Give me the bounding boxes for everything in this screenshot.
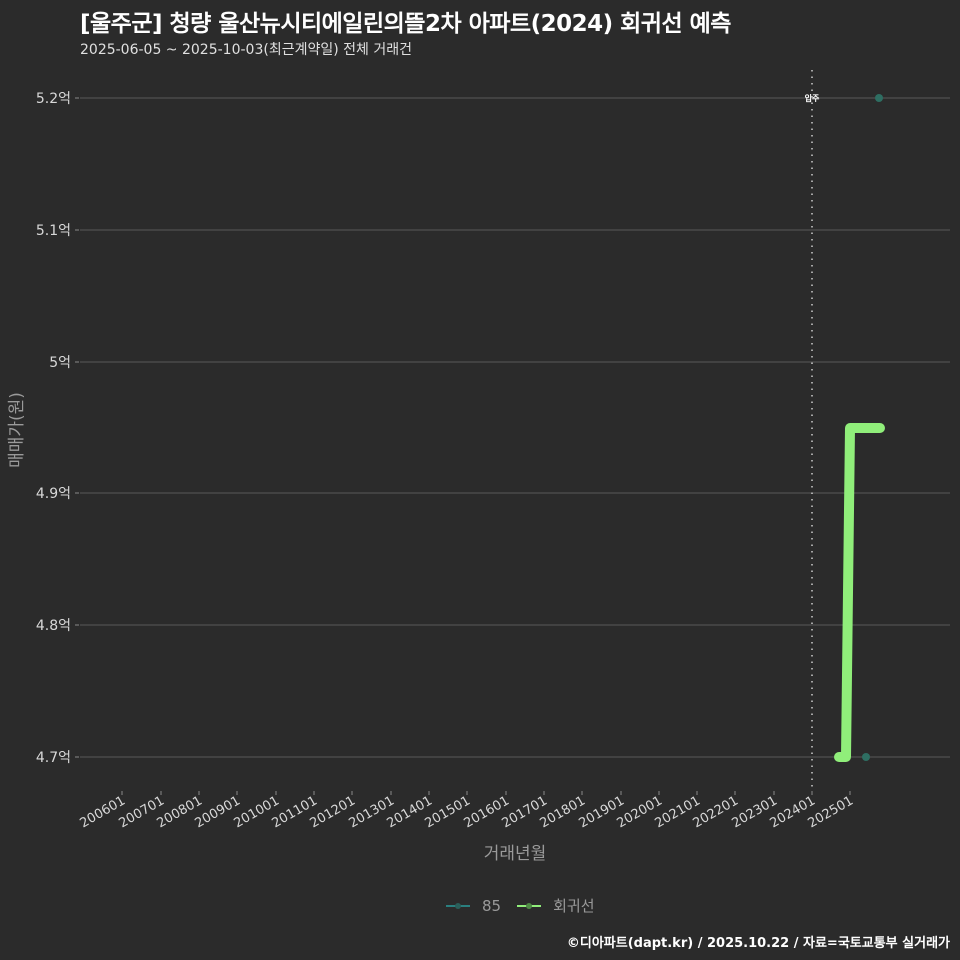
- footer-credit: ©디아파트(dapt.kr) / 2025.10.22 / 자료=국토교통부 실…: [566, 936, 950, 951]
- legend-label: 회귀선: [553, 897, 595, 915]
- y-axis-title: 매매가(원): [7, 392, 27, 468]
- legend-label: 85: [482, 896, 502, 915]
- y-tick-label: 4.7억: [36, 750, 71, 766]
- legend-item-regression: 회귀선: [517, 895, 595, 916]
- y-tick-label: 5.2억: [36, 91, 71, 107]
- legend-key-regression-icon: [517, 900, 542, 912]
- y-tick-marks: [75, 97, 79, 758]
- y-tick-label: 4.9억: [36, 486, 71, 502]
- x-tick-labels: 200601 200701 200801 200901 201001 20110…: [78, 793, 856, 831]
- move-in-label: 입주: [805, 93, 820, 103]
- y-tick-labels: 5.2억 5.1억 5억 4.9억 4.8억 4.7억: [36, 91, 71, 766]
- y-tick-label: 5.1억: [36, 223, 71, 239]
- x-tick-marks: [121, 791, 851, 795]
- legend-key-85-icon: [446, 900, 470, 912]
- series-85-points: [862, 94, 883, 761]
- chart-title: [울주군] 청량 울산뉴시티에일린의뜰2차 아파트(2024) 회귀선 예측: [80, 11, 731, 37]
- data-point: [875, 94, 883, 102]
- y-gridlines: [80, 97, 950, 758]
- x-axis-title: 거래년월: [484, 844, 547, 864]
- legend-item-85: 85: [446, 897, 501, 915]
- regression-line: [834, 423, 885, 762]
- legend: 85 회귀선: [446, 895, 603, 916]
- chart-subtitle: 2025-06-05 ~ 2025-10-03(최근계약일) 전체 거래건: [80, 42, 412, 58]
- data-point: [862, 753, 870, 761]
- y-tick-label: 4.8억: [36, 618, 71, 634]
- y-tick-label: 5억: [49, 355, 71, 371]
